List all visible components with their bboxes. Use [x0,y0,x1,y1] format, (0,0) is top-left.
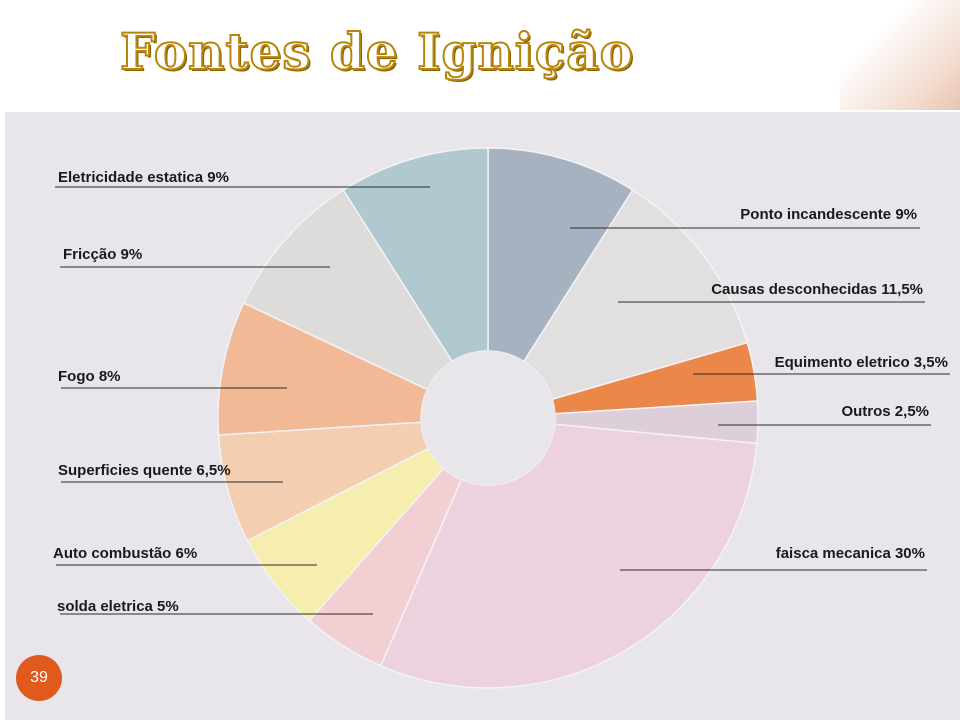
slide-title: Fontes de Ignição [119,21,634,82]
donut-hole [421,351,555,485]
slice-label: Superficies quente 6,5% [58,462,231,479]
slice-label: faisca mecanica 30% [776,545,925,562]
slice-label: Outros 2,5% [841,403,929,420]
slice-label: Causas desconhecidas 11,5% [711,281,923,298]
slice-label: Eletricidade estatica 9% [58,169,229,186]
slice-label: Fogo 8% [58,368,121,385]
pie-chart: Ponto incandescente 9% Causas desconhecid… [53,147,950,689]
slice-label: Auto combustão 6% [53,545,197,562]
slice-label: solda eletrica 5% [57,598,179,615]
corner-decoration [840,0,960,110]
slice-label: Fricção 9% [63,246,142,263]
page-number-badge: 39 [16,655,62,701]
slice-label: Ponto incandescente 9% [740,206,917,223]
slice-label: Equimento eletrico 3,5% [775,354,948,371]
chart-photo: Ponto incandescente 9% Causas desconhecid… [5,112,960,720]
